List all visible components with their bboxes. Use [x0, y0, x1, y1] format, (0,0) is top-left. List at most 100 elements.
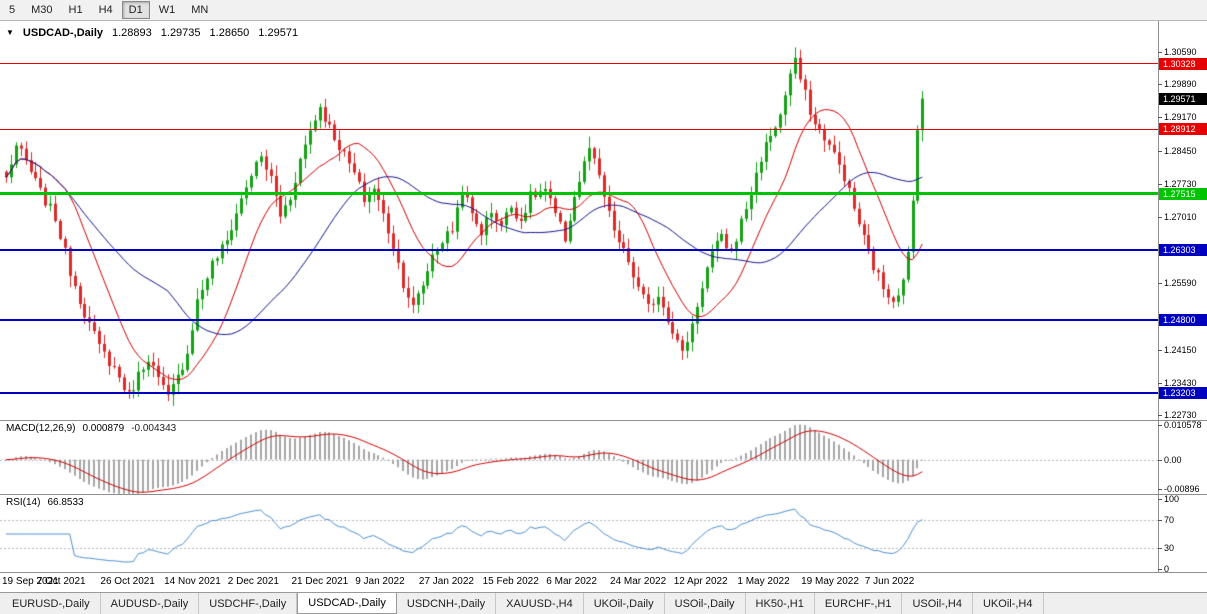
- symbol-tab-usoil-daily[interactable]: USOil-,Daily: [665, 593, 746, 614]
- time-axis-separator: [0, 572, 1207, 573]
- chart-symbol-period: USDCAD-,Daily: [22, 27, 103, 39]
- ohlc-low: 1.28650: [209, 27, 250, 39]
- timeframe-button-w1[interactable]: W1: [158, 4, 176, 16]
- rsi-name: RSI(14): [6, 497, 41, 508]
- symbol-tab-usoil-h4[interactable]: USOil-,H4: [902, 593, 973, 614]
- price-axis-tickmark: [1158, 217, 1162, 218]
- chart-title: ▼ USDCAD-,Daily 1.28893 1.29735 1.28650 …: [6, 27, 298, 39]
- price-axis-label-1.23430: 1.23430: [1164, 377, 1197, 388]
- price-axis-tickmark: [1158, 117, 1162, 118]
- price-tag-1.28912: 1.28912: [1159, 123, 1207, 136]
- rsi-panel-splitter[interactable]: [0, 494, 1207, 495]
- symbol-tab-usdcnh-daily[interactable]: USDCNH-,Daily: [397, 593, 497, 614]
- rsi-axis-label-70: 70: [1164, 515, 1175, 525]
- macd-axis-label-0.00: 0.00: [1164, 454, 1182, 465]
- current-price-tag: 1.29571: [1159, 92, 1207, 105]
- rsi-axis-tickmark: [1158, 520, 1162, 521]
- price-axis-tickmark: [1158, 383, 1162, 384]
- timeframe-button-mn[interactable]: MN: [191, 4, 209, 16]
- date-label-182: 7 Jun 2022: [864, 576, 915, 587]
- price-axis-tickmark: [1158, 350, 1162, 351]
- date-label-65: 21 Dec 2021: [291, 576, 349, 587]
- macd-signal-value: -0.004343: [131, 423, 177, 434]
- date-label-26: 26 Oct 2021: [100, 576, 155, 587]
- price-tag-1.26303: 1.26303: [1159, 243, 1207, 256]
- price-axis-label-1.29890: 1.29890: [1164, 78, 1197, 89]
- date-label-104: 15 Feb 2022: [482, 576, 539, 587]
- ohlc-close: 1.29571: [258, 27, 299, 39]
- chart-menu-icon[interactable]: ▼: [6, 28, 14, 37]
- date-label-52: 2 Dec 2021: [227, 576, 279, 587]
- symbol-tab-usdchf-daily[interactable]: USDCHF-,Daily: [199, 593, 298, 614]
- macd-value: 0.000879: [82, 423, 125, 434]
- chart-canvas[interactable]: [0, 21, 1207, 592]
- hline-1.28912[interactable]: [0, 128, 1158, 130]
- symbol-tab-audusd-daily[interactable]: AUDUSD-,Daily: [101, 593, 200, 614]
- timeframe-button-d1[interactable]: D1: [121, 1, 150, 19]
- timeframe-button-m30[interactable]: M30: [31, 4, 53, 16]
- hline-1.30328[interactable]: [0, 63, 1158, 65]
- date-label-78: 9 Jan 2022: [355, 576, 405, 587]
- price-axis-separator: [1158, 21, 1159, 573]
- date-label-143: 12 Apr 2022: [673, 576, 728, 587]
- price-axis-label-1.25590: 1.25590: [1164, 277, 1197, 288]
- price-axis-label-1.28450: 1.28450: [1164, 145, 1197, 156]
- rsi-value: 66.8533: [47, 497, 84, 508]
- date-label-91: 27 Jan 2022: [418, 576, 474, 587]
- price-axis-tickmark: [1158, 151, 1162, 152]
- macd-axis-tickmark: [1158, 460, 1162, 461]
- price-axis-label-1.27010: 1.27010: [1164, 212, 1197, 223]
- rsi-axis-label-100: 100: [1164, 494, 1180, 504]
- date-label-169: 19 May 2022: [801, 576, 859, 587]
- date-label-130: 24 Mar 2022: [610, 576, 667, 587]
- symbol-tabbar: EURUSD-,Daily AUDUSD-,Daily USDCHF-,Daily U…: [0, 592, 1207, 614]
- timeframe-toolbar: 5 M30 H1 H4 D1 W1 MN: [0, 0, 1207, 21]
- symbol-tab-ukoil-daily[interactable]: UKOil-,Daily: [584, 593, 665, 614]
- hline-1.26303[interactable]: [0, 248, 1158, 251]
- macd-name: MACD(12,26,9): [6, 423, 76, 434]
- macd-axis-tickmark: [1158, 425, 1162, 426]
- date-label-39: 14 Nov 2021: [164, 576, 221, 587]
- chart-area: ▼ USDCAD-,Daily 1.28893 1.29735 1.28650 …: [0, 21, 1207, 592]
- rsi-axis-label-30: 30: [1164, 543, 1175, 553]
- price-axis-label-1.27730: 1.27730: [1164, 178, 1197, 189]
- timeframe-button-5[interactable]: 5: [9, 4, 16, 16]
- macd-axis-tickmark: [1158, 489, 1162, 490]
- macd-panel-splitter[interactable]: [0, 420, 1207, 421]
- symbol-tab-ukoil-h4[interactable]: UKOil-,H4: [973, 593, 1044, 614]
- rsi-axis-tickmark: [1158, 499, 1162, 500]
- rsi-axis-tickmark: [1158, 548, 1162, 549]
- hline-1.27515[interactable]: [0, 192, 1158, 196]
- time-axis[interactable]: 19 Sep 2021 7 Oct 2021 26 Oct 2021 14 Nov 2…: [0, 573, 1158, 592]
- price-tag-1.30328: 1.30328: [1159, 57, 1207, 70]
- ohlc-high: 1.29735: [160, 27, 201, 39]
- symbol-tab-usdcad-daily[interactable]: USDCAD-,Daily: [297, 593, 397, 614]
- price-tag-1.24800: 1.24800: [1159, 313, 1207, 326]
- price-axis-tickmark: [1158, 84, 1162, 85]
- symbol-tab-hk50-h1[interactable]: HK50-,H1: [746, 593, 815, 614]
- date-label-117: 6 Mar 2022: [546, 576, 597, 587]
- price-axis-label-1.22730: 1.22730: [1164, 410, 1197, 421]
- ohlc-open: 1.28893: [112, 27, 152, 39]
- price-axis-tickmark: [1158, 52, 1162, 53]
- symbol-tab-eurchf-h1[interactable]: EURCHF-,H1: [815, 593, 903, 614]
- price-axis-tickmark: [1158, 184, 1162, 185]
- timeframe-button-h4[interactable]: H4: [98, 4, 113, 16]
- macd-axis-label--0.00896: -0.00896: [1164, 483, 1200, 494]
- symbol-tab-eurusd-daily[interactable]: EURUSD-,Daily: [2, 593, 101, 614]
- price-axis-tickmark: [1158, 283, 1162, 284]
- timeframe-button-h1[interactable]: H1: [68, 4, 83, 16]
- date-label-0: 19 Sep 2021: [2, 576, 59, 587]
- hline-1.24800[interactable]: [0, 318, 1158, 321]
- price-axis-label-1.30590: 1.30590: [1164, 46, 1197, 57]
- rsi-indicator-label: RSI(14) 66.8533: [6, 497, 84, 508]
- price-axis-tickmark: [1158, 415, 1162, 416]
- symbol-tab-xauusd-h4[interactable]: XAUUSD-,H4: [496, 593, 584, 614]
- macd-indicator-label: MACD(12,26,9) 0.000879 -0.004343: [6, 423, 176, 434]
- date-label-13: 7 Oct 2021: [36, 576, 86, 587]
- hline-1.23203[interactable]: [0, 392, 1158, 395]
- rsi-axis-label-0: 0: [1164, 564, 1170, 574]
- price-tag-1.27515: 1.27515: [1159, 187, 1207, 200]
- date-label-156: 1 May 2022: [737, 576, 790, 587]
